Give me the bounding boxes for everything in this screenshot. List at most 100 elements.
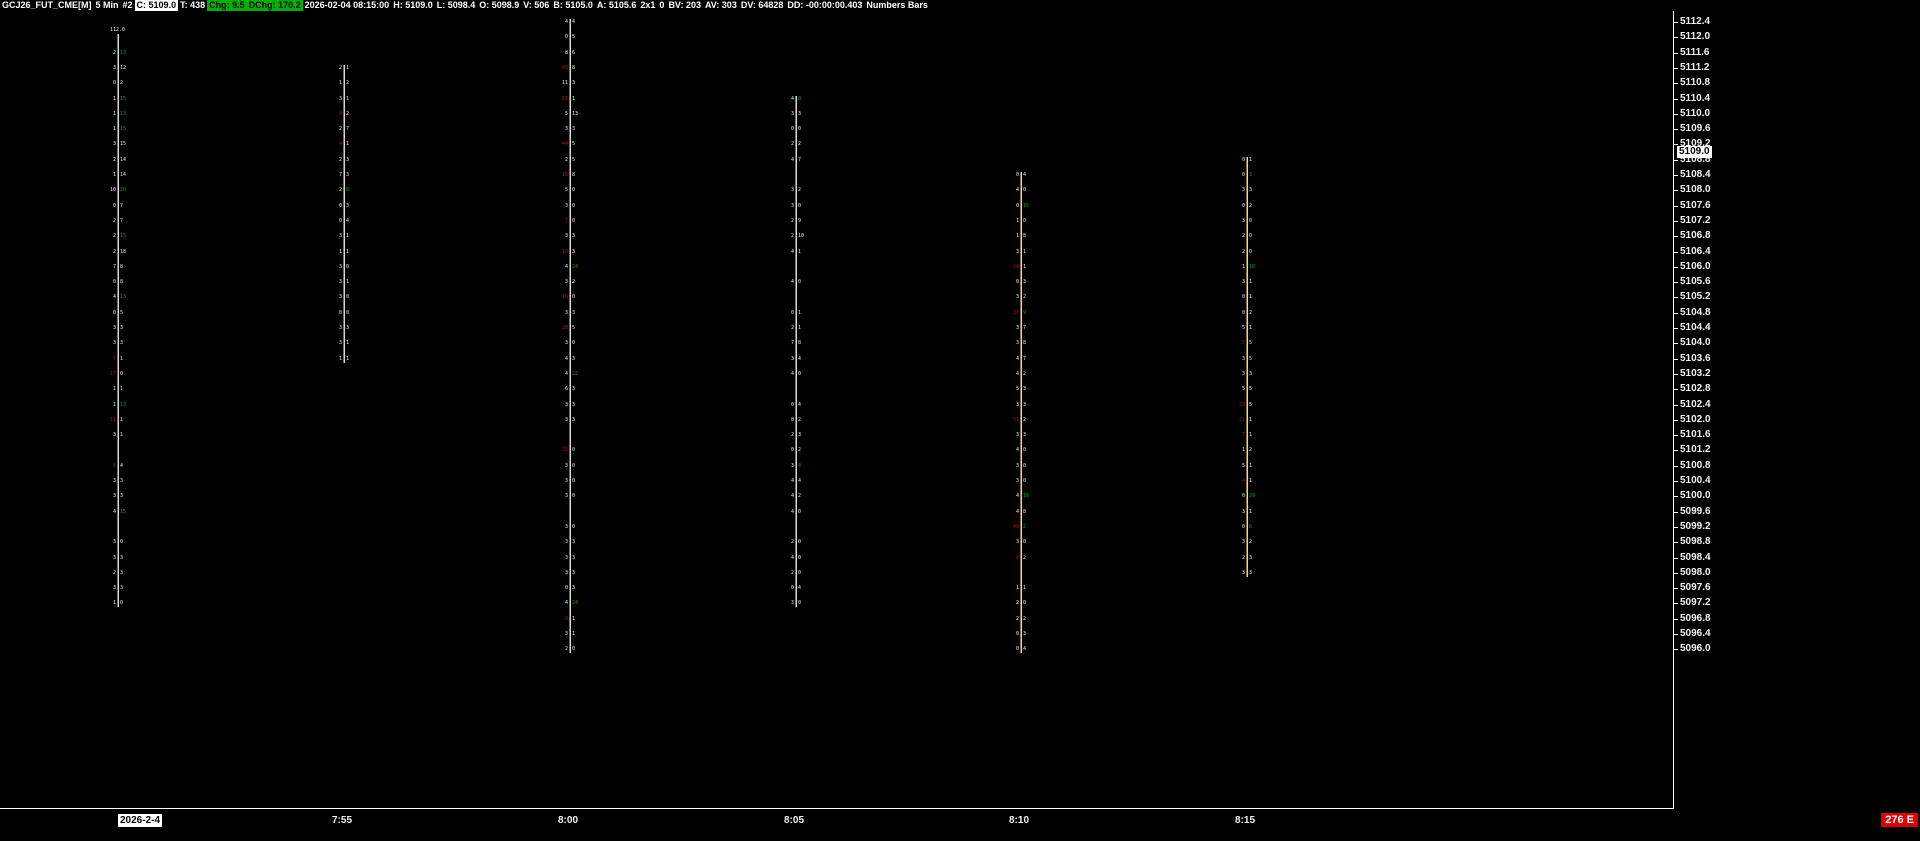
price-axis-label: 5106.4 (1680, 245, 1711, 257)
price-axis-label: 5109.6 (1680, 123, 1711, 135)
footprint-ask-volume: 13 (572, 110, 579, 117)
footprint-bid-volume: 0 (790, 585, 794, 592)
time-axis[interactable]: 2026-2-4 276 E 7:55 8:00 8:05 8:10 8:15 (0, 809, 1920, 841)
footprint-bid-volume: 4 (790, 156, 794, 163)
footprint-bid-volume: 4 (790, 508, 794, 515)
footprint-ask-volume: 1 (1249, 432, 1253, 439)
footprint-bar-outline (1246, 156, 1247, 577)
footprint-bid-volume: 3 (564, 279, 568, 286)
price-axis-label: 5104.8 (1680, 306, 1711, 318)
footprint-bid-volume: 3 (338, 279, 342, 286)
footprint-bid-volume: 2 (1241, 233, 1245, 240)
price-axis-label: 5108.0 (1680, 184, 1711, 196)
footprint-ask-volume: 2 (1023, 554, 1027, 561)
footprint-bid-volume: 68 (561, 64, 568, 71)
footprint-bid-volume: 3 (1241, 508, 1245, 515)
price-axis-tick (1674, 343, 1678, 345)
price-axis[interactable]: 5112.4 5112.0 5111.6 5111.2 5110.8 5110.4 5110… (1674, 11, 1920, 809)
footprint-ask-volume: 3 (572, 386, 576, 393)
header-interval[interactable]: 5 Min (93, 0, 121, 11)
footprint-bid-volume: 4 (564, 370, 568, 377)
footprint-bid-volume: 3 (564, 401, 568, 408)
price-axis-label: 5105.6 (1680, 276, 1711, 288)
footprint-bar-divider (118, 34, 119, 608)
footprint-ask-volume: 8 (120, 263, 124, 270)
footprint-bid-volume: 0 (564, 585, 568, 592)
footprint-bid-volume: 4 (790, 554, 794, 561)
footprint-bid-volume: 4 (1015, 508, 1019, 515)
footprint-bid-volume: 1 (338, 248, 342, 255)
footprint-ask-volume: 1 (346, 233, 350, 240)
footprint-bid-volume: 2 (338, 187, 342, 194)
footprint-ask-volume: 2 (1249, 539, 1253, 546)
footprint-bid-volume: 1 (338, 80, 342, 87)
footprint-bid-volume: 3 (790, 355, 794, 362)
footprint-ask-volume: 20 (1249, 493, 1256, 500)
footprint-bid-volume: 51 (1012, 416, 1019, 423)
footprint-ask-volume: 3 (572, 80, 576, 87)
footprint-bid-volume: 3 (112, 585, 116, 592)
footprint-bid-volume: 3 (338, 263, 342, 270)
price-axis-tick (1674, 465, 1678, 467)
footprint-ask-volume: 0 (346, 309, 350, 316)
footprint-ask-volume: 3 (798, 110, 802, 117)
footprint-bid-volume: 5 (1241, 325, 1245, 331)
price-axis-label: 5110.8 (1680, 77, 1711, 89)
footprint-bid-volume: 2 (112, 217, 116, 224)
footprint-bid-volume: 24 (1012, 263, 1019, 270)
footprint-ask-volume: 9 (798, 217, 802, 224)
price-axis-tick (1674, 511, 1678, 513)
footprint-ask-volume: 0 (346, 294, 350, 301)
footprint-bid-volume: 2 (1015, 615, 1019, 622)
footprint-bid-volume: 22 (1238, 401, 1245, 408)
footprint-ask-volume: 2 (1023, 523, 1027, 530)
footprint-ask-volume: 0 (798, 202, 802, 209)
footprint-bid-volume: 3 (790, 202, 794, 209)
price-axis-label: 5101.6 (1680, 429, 1711, 441)
footprint-ask-volume: 9 (1023, 309, 1027, 316)
footprint-bid-volume: 5 (1241, 462, 1245, 469)
footprint-ask-volume: 6 (1249, 523, 1253, 530)
header-symbol[interactable]: GCJ26_FUT_CME[M] (0, 0, 94, 11)
footprint-bid-volume: 2 (564, 646, 568, 653)
footprint-ask-volume: 1 (1249, 294, 1253, 301)
footprint-bid-volume: 0 (1015, 172, 1019, 178)
chart-header-bar[interactable]: GCJ26_FUT_CME[M] 5 Min #2 C: 5109.0 T: 438 Ch… (0, 0, 1920, 11)
footprint-bid-volume: 15 (561, 172, 568, 178)
footprint-ask-volume: 10 (1249, 263, 1256, 270)
footprint-ask-volume: 1 (572, 631, 576, 637)
footprint-bid-volume: 3 (112, 539, 116, 546)
footprint-bid-volume: 3 (564, 233, 568, 240)
footprint-bid-volume: 1 (338, 355, 342, 362)
time-axis-label: 8:10 (1009, 815, 1030, 826)
footprint-ask-volume: 1 (798, 325, 802, 331)
price-axis-label: 5103.6 (1680, 352, 1711, 364)
price-axis-tick (1674, 52, 1678, 54)
price-axis-tick (1674, 175, 1678, 176)
footprint-bid-volume: 4 (1015, 554, 1019, 561)
header-chart-number: #2 (120, 0, 135, 11)
footprint-bid-volume: 5 (564, 110, 568, 117)
chart-plot-area[interactable]: 112.0 2 13 3 12 0 2 1 15 1 13 1 15 3 15 2 14 1 14 10 20 0 7 2 7 2… (0, 11, 1674, 809)
footprint-ask-volume: 15 (120, 95, 127, 102)
footprint-ask-volume: 2 (1249, 447, 1253, 454)
footprint-bid-volume: 2 (1241, 248, 1245, 255)
footprint-ask-volume: 3 (572, 248, 576, 255)
price-axis-label: 5099.6 (1680, 505, 1711, 517)
header-study-name[interactable]: Numbers Bars (864, 0, 930, 11)
footprint-ask-volume: 0 (572, 217, 576, 224)
price-axis-tick (1674, 649, 1678, 651)
footprint-ask-volume: 7 (798, 156, 802, 163)
footprint-bid-volume: 0 (564, 34, 568, 41)
footprint-ask-volume: 24 (572, 600, 579, 607)
footprint-ask-volume: 2 (798, 141, 802, 148)
footprint-bid-volume: 4 (112, 508, 116, 515)
footprint-bid-volume: 3 (1015, 248, 1019, 255)
footprint-bid-volume: 4 (1015, 355, 1019, 362)
status-badge[interactable]: 276 E (1881, 813, 1918, 827)
footprint-ask-volume: 0 (1023, 187, 1027, 194)
footprint-ask-volume: 0 (572, 202, 576, 209)
footprint-ask-volume: 5 (572, 156, 576, 163)
footprint-ask-volume: 4 (798, 401, 802, 408)
price-axis-tick (1674, 526, 1678, 528)
